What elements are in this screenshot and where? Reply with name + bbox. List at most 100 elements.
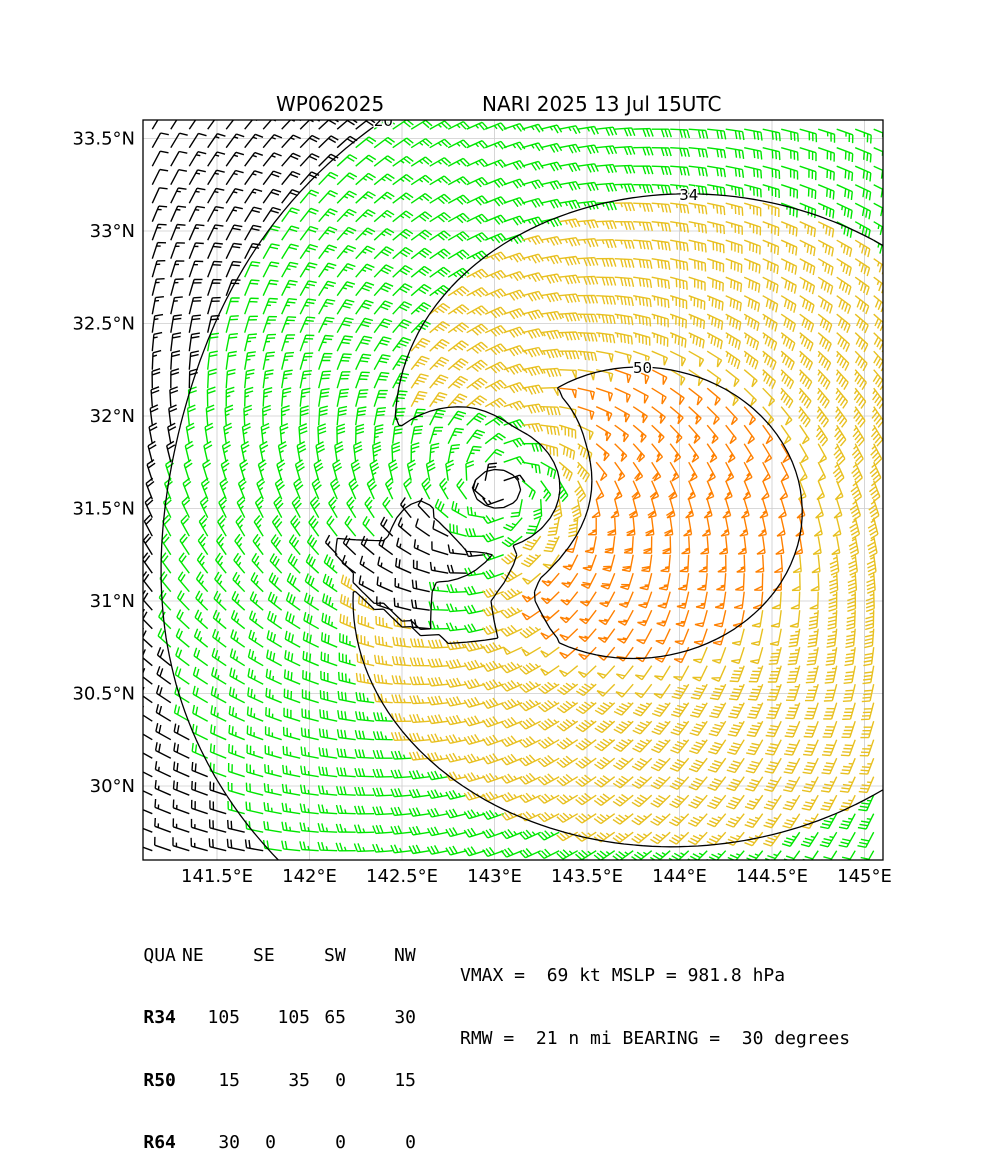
wind-barb — [835, 387, 849, 409]
wind-barb — [281, 298, 297, 315]
wind-barb — [192, 666, 209, 685]
wind-barb — [151, 168, 169, 186]
wind-barb — [522, 328, 544, 339]
wind-barb — [200, 477, 210, 500]
wind-barb — [725, 406, 738, 426]
wind-barb — [776, 517, 786, 537]
wind-barb — [299, 280, 317, 297]
x-tick-label: 144.5°E — [736, 866, 808, 887]
wind-barb — [188, 314, 201, 333]
wind-barb — [170, 296, 183, 315]
wind-barb — [299, 171, 320, 186]
wind-barb — [594, 738, 616, 752]
wind-barb — [870, 443, 883, 466]
wind-barb — [447, 139, 470, 149]
wind-barb — [447, 120, 470, 130]
wind-barb — [199, 496, 209, 519]
wind-barb — [502, 646, 523, 656]
wind-barb — [392, 407, 406, 426]
wind-barb — [396, 537, 412, 556]
wind-barb — [816, 480, 826, 501]
wind-barb — [336, 423, 346, 444]
wind-barb — [302, 670, 319, 685]
wind-barb — [373, 424, 384, 444]
wind-barb — [301, 689, 319, 704]
wind-barb — [281, 134, 301, 149]
wind-barb — [183, 459, 193, 481]
wind-barb — [207, 151, 226, 167]
wind-barb — [758, 517, 767, 537]
wind-barb — [445, 845, 467, 856]
wind-barb — [195, 590, 209, 611]
wind-barb — [556, 812, 579, 823]
wind-barb — [522, 572, 542, 585]
wind-barb — [719, 536, 729, 555]
wind-barb — [632, 387, 649, 404]
wind-barb — [143, 608, 153, 630]
wind-barb — [575, 683, 597, 697]
wind-barb — [561, 572, 579, 588]
wind-barb — [281, 840, 301, 852]
wind-barb — [744, 165, 763, 179]
wind-barb — [299, 262, 318, 278]
wind-barb — [188, 151, 207, 167]
wind-barb — [214, 571, 227, 593]
wind-barb — [579, 591, 597, 607]
wind-barb — [188, 205, 206, 223]
wind-barb — [706, 850, 727, 860]
wind-barb — [439, 477, 449, 500]
wind-barb — [688, 332, 705, 349]
wind-barb — [845, 628, 856, 649]
wind-barb — [799, 239, 816, 257]
wind-barb — [262, 279, 279, 296]
wind-barb — [770, 610, 782, 628]
wind-barb — [318, 747, 338, 759]
wind-barb — [633, 258, 653, 269]
wind-barb — [400, 497, 412, 519]
wind-barb — [540, 198, 563, 209]
wind-barb — [775, 536, 785, 555]
wind-barb — [559, 350, 580, 360]
wind-barb — [836, 147, 854, 163]
wind-barb — [577, 369, 596, 381]
contour-line — [160, 120, 522, 860]
wind-barb — [815, 498, 824, 519]
wind-barb — [562, 554, 579, 571]
wind-barb — [390, 825, 412, 835]
wind-barb — [631, 776, 653, 789]
wind-barb — [521, 480, 536, 500]
wind-barb — [227, 819, 245, 833]
wind-barb — [500, 716, 523, 729]
wind-barb — [842, 684, 856, 702]
wind-barb — [466, 195, 489, 206]
wind-barb — [537, 736, 560, 749]
wind-barb — [576, 461, 591, 483]
wind-barb — [395, 557, 412, 574]
wind-barb — [743, 276, 761, 293]
wind-barb — [354, 749, 375, 759]
wind-barb — [228, 743, 245, 759]
wind-barb — [559, 274, 581, 285]
wind-barb — [559, 331, 580, 341]
wind-barb — [232, 571, 246, 593]
wind-barb — [632, 739, 653, 753]
wind-barb — [354, 805, 375, 815]
wind-barb — [392, 283, 413, 297]
wind-barb — [817, 221, 835, 238]
wind-barb — [670, 258, 689, 271]
wind-barb — [266, 649, 283, 667]
wind-barb — [537, 754, 560, 768]
wind-barb — [429, 302, 451, 315]
wind-barb — [822, 720, 838, 738]
wind-barb — [651, 295, 670, 309]
wind-barb — [533, 499, 543, 520]
wind-barb — [329, 477, 341, 500]
wind-barb — [801, 794, 819, 811]
wind-barb — [725, 813, 745, 828]
wind-barb — [707, 794, 727, 810]
wind-barb — [293, 477, 304, 500]
wind-barb — [614, 387, 631, 403]
wind-barb — [519, 772, 542, 785]
wind-barb — [408, 788, 430, 799]
wind-barb — [482, 569, 504, 580]
